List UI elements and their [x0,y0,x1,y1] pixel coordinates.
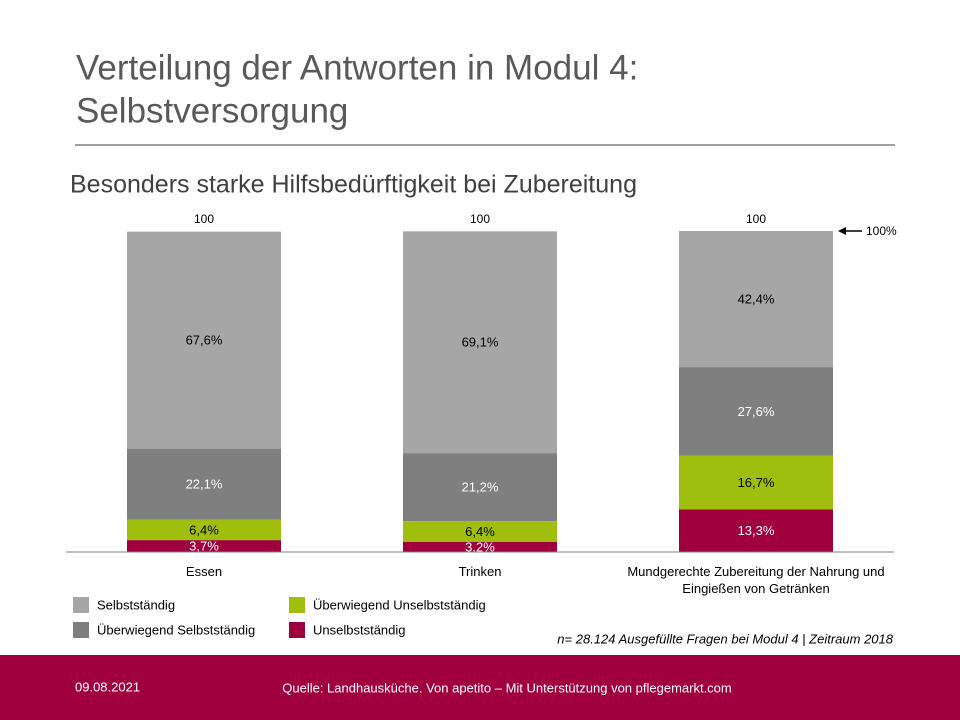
legend-swatch [289,622,305,638]
bar-segment [679,509,833,552]
value-label: 69,1% [462,335,499,350]
legend-label: Überwiegend Selbstständig [97,622,255,637]
value-label: 22,1% [186,477,223,492]
bar-segment [679,367,833,456]
x-tick-label: Trinken [458,564,502,579]
value-label: 27,6% [738,404,775,419]
slide-title: Verteilung der Antworten in Modul 4: [76,48,638,87]
value-label: 42,4% [738,291,775,306]
total-label: 100 [746,212,766,226]
bar-segment [679,231,833,368]
legend-swatch [73,622,89,638]
footer-source: Quelle: Landhausküche. Von apetito – Mit… [282,680,731,695]
value-label: 6,4% [189,522,219,537]
total-label: 100 [194,212,214,226]
value-label: 13,3% [738,523,775,538]
bar-segment [127,231,281,449]
bar-segment [403,231,557,454]
legend-swatch [289,597,305,613]
annotation: 100% [866,224,897,238]
legend-label: Selbstständig [97,597,175,612]
slide-title: Selbstversorgung [76,91,348,130]
x-tick-label: Essen [185,564,223,579]
bar-segment [403,521,557,542]
value-label: 67,6% [186,333,223,348]
total-label: 100 [470,212,490,226]
bar-segment [679,455,833,510]
bar-segment [403,541,557,552]
note: n= 28.124 Ausgefüllte Fragen bei Modul 4… [557,631,893,646]
value-label: 3,7% [189,538,219,553]
legend-label: Überwiegend Unselbstständig [313,597,486,612]
legend-label: Unselbstständig [313,622,406,637]
bar-segment [127,540,281,552]
arrow-head [838,227,846,235]
footer-date: 09.08.2021 [75,679,140,694]
bar-segment [403,453,557,522]
legend-swatch [73,597,89,613]
value-label: 16,7% [738,475,775,490]
bar-segment [127,448,281,520]
value-label: 21,2% [462,480,499,495]
value-label: 3,2% [465,539,495,554]
x-tick-label: Mundgerechte Zubereitung der Nahrung und… [627,564,885,596]
bar-segment [127,519,281,541]
value-label: 6,4% [465,524,495,539]
footer-band [0,655,960,720]
chart-title: Besonders starke Hilfsbedürftigkeit bei … [70,171,637,199]
